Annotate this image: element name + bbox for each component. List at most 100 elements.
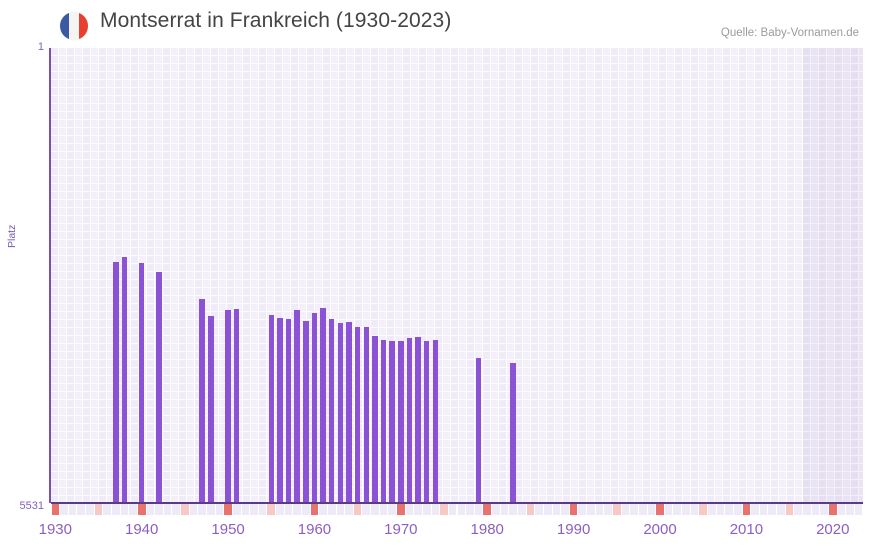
bar[interactable]: [475, 357, 482, 503]
bar[interactable]: [225, 310, 231, 503]
y-axis-line: [49, 48, 51, 503]
x-axis-tick-label: 1950: [211, 521, 245, 538]
x-axis-tick-label: 1940: [125, 521, 159, 538]
decade-marker-cell: [587, 504, 595, 515]
decade-marker-cell: [492, 504, 500, 515]
decade-marker-cell: [327, 504, 336, 515]
decade-marker-cell: [647, 504, 656, 515]
decade-marker-cell: [276, 504, 284, 515]
decade-marker-cell: [820, 504, 828, 515]
decade-marker-cell: [258, 504, 267, 515]
decade-marker-cell: [414, 504, 422, 515]
decade-marker-cell: [241, 504, 250, 515]
decade-marker-cell: [51, 504, 60, 515]
bar[interactable]: [320, 308, 326, 503]
flag-stripe-blue: [60, 12, 70, 40]
decade-marker-cell: [690, 504, 699, 515]
decade-marker-cell: [785, 504, 794, 515]
decade-marker-strip: [51, 504, 863, 515]
bar[interactable]: [199, 299, 205, 503]
bar[interactable]: [432, 340, 439, 503]
decade-marker-cell: [630, 504, 638, 515]
bar[interactable]: [354, 327, 361, 503]
decade-marker-cell: [794, 504, 803, 515]
decade-marker-cell: [673, 504, 682, 515]
decade-marker-cell: [137, 504, 146, 515]
bar[interactable]: [138, 262, 145, 503]
decade-marker-cell: [60, 504, 68, 515]
x-axis-tick-label: 2020: [816, 521, 850, 538]
bar[interactable]: [121, 256, 128, 503]
decade-marker-cell: [457, 504, 466, 515]
decade-marker-cell: [371, 504, 379, 515]
decade-marker-cell: [379, 504, 388, 515]
decade-marker-cell: [621, 504, 630, 515]
chart-header: Montserrat in Frankreich (1930-2023) Que…: [0, 0, 873, 48]
bar[interactable]: [415, 336, 421, 503]
decade-marker-cell: [742, 504, 751, 515]
bar[interactable]: [398, 341, 404, 503]
bar[interactable]: [156, 272, 162, 503]
y-axis-title: Platz: [6, 224, 18, 248]
decade-marker-cell: [362, 504, 371, 515]
bar[interactable]: [303, 320, 309, 503]
decade-marker-cell: [232, 504, 241, 515]
decade-marker-cell: [682, 504, 690, 515]
source-label: Quelle: Baby-Vornamen.de: [720, 27, 859, 39]
decade-marker-cell: [526, 504, 535, 515]
decade-marker-cell: [509, 504, 517, 515]
x-axis-tick-label: 1970: [384, 521, 418, 538]
decade-marker-cell: [768, 504, 777, 515]
decade-marker-cell: [353, 504, 362, 515]
decade-marker-cell: [172, 504, 181, 515]
decade-marker-cell: [206, 504, 215, 515]
bar[interactable]: [208, 316, 214, 503]
bar[interactable]: [268, 315, 274, 503]
bar[interactable]: [234, 308, 240, 503]
x-axis-tick-label: 1990: [556, 521, 591, 538]
x-axis-tick-label: 2010: [729, 521, 764, 538]
decade-marker-cell: [163, 504, 172, 515]
bar[interactable]: [363, 327, 370, 503]
flag-stripe-white: [69, 12, 79, 40]
bar[interactable]: [277, 318, 283, 503]
bar[interactable]: [337, 322, 344, 503]
y-axis-tick-bottom: 5531: [19, 500, 44, 512]
decade-marker-cell: [388, 504, 397, 515]
decade-marker-cell: [310, 504, 319, 515]
decade-marker-cell: [302, 504, 310, 515]
decade-marker-cell: [224, 504, 232, 515]
decade-marker-cell: [716, 504, 725, 515]
bar[interactable]: [389, 340, 395, 503]
bar[interactable]: [346, 322, 352, 503]
bar[interactable]: [424, 341, 430, 503]
decade-marker-cell: [777, 504, 785, 515]
bar[interactable]: [311, 313, 318, 503]
bar[interactable]: [113, 262, 119, 503]
decade-marker-cell: [803, 504, 811, 515]
bar[interactable]: [285, 319, 292, 503]
decade-marker-cell: [656, 504, 664, 515]
decade-marker-cell: [543, 504, 552, 515]
decade-marker-cell: [699, 504, 707, 515]
bar[interactable]: [372, 335, 378, 503]
decade-marker-cell: [198, 504, 206, 515]
bar[interactable]: [406, 337, 413, 503]
decade-marker-cell: [94, 504, 103, 515]
decade-marker-cell: [483, 504, 492, 515]
x-axis-tick-label: 1980: [470, 521, 504, 538]
decade-marker-cell: [708, 504, 716, 515]
bar[interactable]: [294, 310, 300, 503]
decade-marker-cell: [733, 504, 742, 515]
bar[interactable]: [380, 339, 387, 503]
bar[interactable]: [510, 363, 516, 503]
decade-marker-cell: [552, 504, 561, 515]
decade-marker-cell: [612, 504, 621, 515]
decade-marker-cell: [854, 504, 863, 515]
x-axis-line: [51, 502, 863, 504]
decade-marker-cell: [146, 504, 155, 515]
decade-marker-cell: [293, 504, 301, 515]
decade-marker-cell: [846, 504, 854, 515]
decade-marker-cell: [336, 504, 345, 515]
bar[interactable]: [329, 319, 335, 503]
